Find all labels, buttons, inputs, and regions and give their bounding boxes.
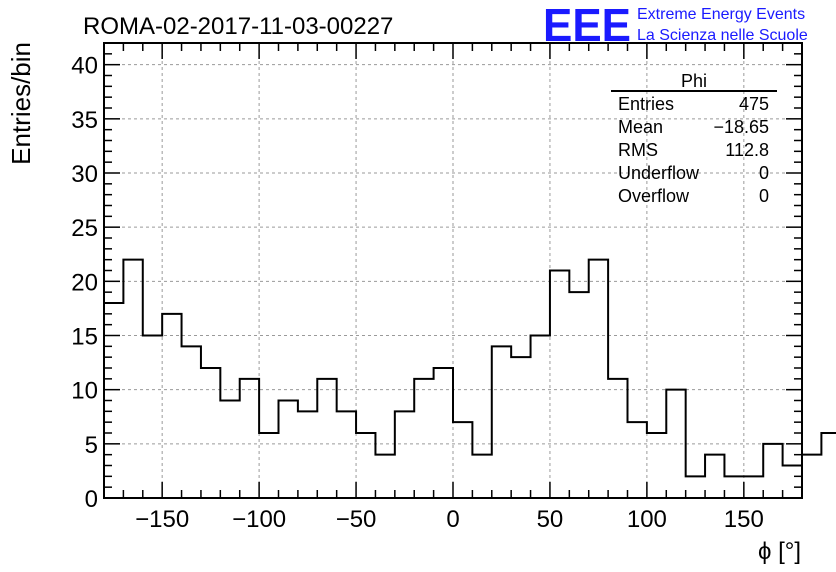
y-tick-label: 0	[85, 486, 98, 513]
y-tick-label: 20	[71, 269, 98, 296]
y-tick-label: 30	[71, 161, 98, 188]
stats-label: Overflow	[618, 186, 690, 206]
x-tick-label: −50	[336, 506, 377, 533]
stats-label: Underflow	[618, 163, 700, 183]
histogram-line	[103, 258, 836, 498]
y-tick-label: 15	[71, 324, 98, 351]
x-axis-label: ϕ [°]	[758, 538, 801, 565]
y-tick-label: 40	[71, 53, 98, 80]
stats-value: 0	[759, 163, 769, 183]
eee-logo: EEE Extreme Energy Events La Scienza nel…	[543, 0, 808, 51]
logo-line2: La Scienza nelle Scuole	[637, 27, 808, 44]
stats-value: 0	[759, 186, 769, 206]
stats-label: Mean	[618, 117, 663, 137]
y-tick-label: 35	[71, 107, 98, 134]
stats-label: RMS	[618, 140, 658, 160]
grid-lines	[104, 43, 802, 498]
y-tick-label: 10	[71, 378, 98, 405]
y-tick-label: 5	[85, 432, 98, 459]
stats-box: Phi Entries 475 Mean −18.65 RMS 112.8 Underflo…	[611, 71, 777, 206]
stats-title: Phi	[681, 71, 707, 91]
stats-value: 112.8	[725, 140, 769, 160]
x-tick-label: −150	[135, 506, 189, 533]
logo-line1: Extreme Energy Events	[637, 6, 805, 23]
x-tick-label: 100	[627, 506, 667, 533]
x-axis: −150 −100 −50 0 50 100 150	[122, 43, 784, 533]
x-tick-label: 50	[537, 506, 564, 533]
chart-title: ROMA-02-2017-11-03-00227	[83, 13, 393, 40]
y-axis-label: Entries/bin	[6, 42, 36, 165]
y-tick-label: 25	[71, 215, 98, 242]
stats-label: Entries	[618, 94, 674, 114]
stats-value: 475	[739, 94, 769, 114]
x-tick-label: −100	[232, 506, 286, 533]
x-tick-label: 0	[446, 506, 459, 533]
y-axis: 0 5 10 15 20 25 30 35 40	[71, 53, 802, 513]
x-tick-label: 150	[724, 506, 764, 533]
stats-value: −18.65	[713, 117, 769, 137]
